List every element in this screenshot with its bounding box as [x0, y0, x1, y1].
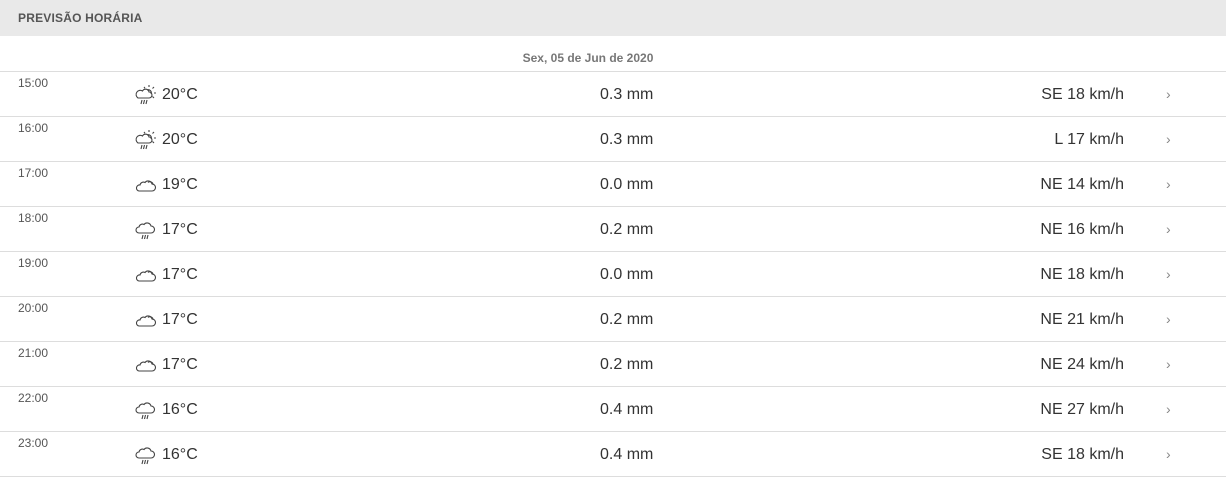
condition: 16°C — [134, 399, 198, 421]
forecast-row[interactable]: 15:00 20°C 0.3 mm SE 18 km/h › — [0, 72, 1226, 117]
sun-cloud-rain-icon — [134, 84, 162, 106]
forecast-row[interactable]: 17:00 19°C 0.0 mm NE 14 km/h › — [0, 162, 1226, 207]
cloud-icon — [134, 264, 162, 286]
precipitation: 0.3 mm — [600, 86, 654, 103]
precipitation: 0.2 mm — [600, 221, 654, 238]
hour-label: 20:00 — [18, 301, 49, 315]
cloud-rain-icon — [134, 444, 162, 466]
temperature: 19°C — [162, 176, 198, 193]
wind: NE 18 km/h — [1040, 266, 1124, 283]
wind: NE 16 km/h — [1040, 221, 1124, 238]
hour-label: 15:00 — [18, 76, 49, 90]
forecast-row[interactable]: 19:00 17°C 0.0 mm NE 18 km/h › — [0, 252, 1226, 297]
chevron-right-icon[interactable]: › — [1166, 221, 1171, 237]
hourly-forecast-list: 15:00 20°C 0.3 mm SE 18 km/h › 16:00 20°… — [0, 72, 1226, 477]
forecast-row[interactable]: 22:00 16°C 0.4 mm NE 27 km/h › — [0, 387, 1226, 432]
condition: 20°C — [134, 84, 198, 106]
precipitation: 0.3 mm — [600, 131, 654, 148]
hour-label: 16:00 — [18, 121, 49, 135]
precipitation: 0.4 mm — [600, 401, 654, 418]
wind: NE 21 km/h — [1040, 311, 1124, 328]
date-label: Sex, 05 de Jun de 2020 — [522, 51, 654, 65]
precipitation: 0.2 mm — [600, 356, 654, 373]
chevron-right-icon[interactable]: › — [1166, 176, 1171, 192]
chevron-right-icon[interactable]: › — [1166, 356, 1171, 372]
temperature: 17°C — [162, 221, 198, 238]
forecast-row[interactable]: 18:00 17°C 0.2 mm NE 16 km/h › — [0, 207, 1226, 252]
chevron-right-icon[interactable]: › — [1166, 401, 1171, 417]
hour-label: 22:00 — [18, 391, 49, 405]
precipitation: 0.2 mm — [600, 311, 654, 328]
chevron-right-icon[interactable]: › — [1166, 311, 1171, 327]
date-row: Sex, 05 de Jun de 2020 — [0, 36, 1226, 72]
section-title: PREVISÃO HORÁRIA — [18, 11, 143, 25]
wind: SE 18 km/h — [1041, 446, 1124, 463]
condition: 20°C — [134, 129, 198, 151]
forecast-row[interactable]: 21:00 17°C 0.2 mm NE 24 km/h › — [0, 342, 1226, 387]
hour-label: 23:00 — [18, 436, 49, 450]
precipitation: 0.4 mm — [600, 446, 654, 463]
condition: 17°C — [134, 264, 198, 286]
cloud-rain-icon — [134, 219, 162, 241]
temperature: 17°C — [162, 356, 198, 373]
chevron-right-icon[interactable]: › — [1166, 86, 1171, 102]
temperature: 20°C — [162, 86, 198, 103]
chevron-right-icon[interactable]: › — [1166, 131, 1171, 147]
temperature: 16°C — [162, 446, 198, 463]
cloud-icon — [134, 309, 162, 331]
condition: 19°C — [134, 174, 198, 196]
hour-label: 21:00 — [18, 346, 49, 360]
chevron-right-icon[interactable]: › — [1166, 446, 1171, 462]
wind: NE 27 km/h — [1040, 401, 1124, 418]
condition: 16°C — [134, 444, 198, 466]
cloud-icon — [134, 354, 162, 376]
cloud-rain-icon — [134, 399, 162, 421]
section-header: PREVISÃO HORÁRIA — [0, 0, 1226, 36]
temperature: 17°C — [162, 266, 198, 283]
forecast-row[interactable]: 20:00 17°C 0.2 mm NE 21 km/h › — [0, 297, 1226, 342]
condition: 17°C — [134, 219, 198, 241]
hour-label: 18:00 — [18, 211, 49, 225]
temperature: 16°C — [162, 401, 198, 418]
wind: NE 14 km/h — [1040, 176, 1124, 193]
precipitation: 0.0 mm — [600, 266, 654, 283]
wind: L 17 km/h — [1054, 131, 1124, 148]
hour-label: 17:00 — [18, 166, 49, 180]
sun-cloud-rain-icon — [134, 129, 162, 151]
precipitation: 0.0 mm — [600, 176, 654, 193]
condition: 17°C — [134, 354, 198, 376]
cloud-icon — [134, 174, 162, 196]
condition: 17°C — [134, 309, 198, 331]
forecast-row[interactable]: 16:00 20°C 0.3 mm L 17 km/h › — [0, 117, 1226, 162]
hour-label: 19:00 — [18, 256, 49, 270]
forecast-row[interactable]: 23:00 16°C 0.4 mm SE 18 km/h › — [0, 432, 1226, 477]
chevron-right-icon[interactable]: › — [1166, 266, 1171, 282]
temperature: 20°C — [162, 131, 198, 148]
temperature: 17°C — [162, 311, 198, 328]
wind: SE 18 km/h — [1041, 86, 1124, 103]
wind: NE 24 km/h — [1040, 356, 1124, 373]
